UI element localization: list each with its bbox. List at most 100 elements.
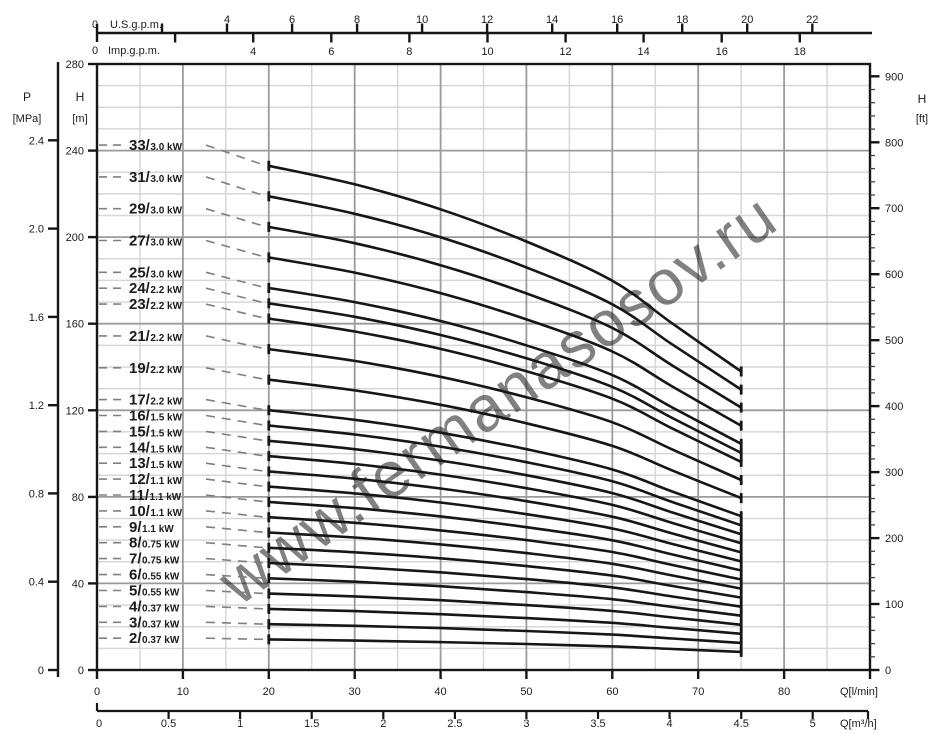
leader-right-3 <box>205 621 267 625</box>
tick-label: 900 <box>885 71 903 83</box>
axis-flow-m3h: 0 0.5 1 1.5 2 2.5 3 3.5 4 4.5 5 Q[m³/h] <box>95 703 877 730</box>
tick-label: 16 <box>716 46 728 58</box>
leader-right-16 <box>205 414 267 427</box>
tick-label: 0 <box>885 665 891 677</box>
curve-7-0-75-kW <box>268 561 742 608</box>
imp-zero-label: 0 <box>92 45 98 57</box>
tick-label: 280 <box>66 59 84 71</box>
axis-unit-pressure: [MPa] <box>13 113 42 125</box>
tick-label: 2.5 <box>447 718 462 730</box>
curve-14-1-5-kW <box>268 454 742 545</box>
leader-right-15 <box>205 430 267 442</box>
tick-label: 14 <box>638 46 650 58</box>
leader-right-31 <box>205 176 267 198</box>
curve-label-13: 13/1.5 kW <box>129 455 183 472</box>
leader-right-25 <box>205 271 267 289</box>
tick-label: 20 <box>263 686 275 698</box>
tick-label: 200 <box>66 232 84 244</box>
curve-leaders <box>99 144 267 641</box>
curve-label-6: 6/0.55 kW <box>129 567 180 584</box>
watermark-text: www.fermanasosov.ru <box>205 179 790 619</box>
tick-label: 120 <box>66 405 84 417</box>
curve-label-23: 23/2.2 kW <box>129 296 183 313</box>
tick-label: 4 <box>224 14 230 26</box>
tick-label: 10 <box>177 686 189 698</box>
tick-label: 18 <box>794 46 806 58</box>
curve-17-2-2-kW <box>268 408 742 518</box>
curve-label-29: 29/3.0 kW <box>129 201 183 218</box>
leader-right-8 <box>205 541 267 549</box>
tick-label: 2.4 <box>29 135 44 147</box>
curve-31-3-0-kW <box>268 195 742 391</box>
tick-label: 1.5 <box>304 718 319 730</box>
axis-unit-head-m: [m] <box>72 113 87 125</box>
tick-label: 100 <box>885 599 903 611</box>
tick-label: 240 <box>66 146 84 158</box>
tick-label: 6 <box>289 14 295 26</box>
tick-label: 22 <box>806 14 818 26</box>
leader-right-17 <box>205 398 267 411</box>
tick-label: 8 <box>354 14 360 26</box>
tick-label: 4.5 <box>734 718 749 730</box>
curve-label-9: 9/1.1 kW <box>129 519 174 536</box>
tick-label: 3 <box>523 718 529 730</box>
axis-head-ft: 0 100 200 300 400 500 600 700 800 900 H [ft] <box>870 71 928 677</box>
leader-right-24 <box>205 287 267 305</box>
axis-title-head-m: H <box>76 90 85 104</box>
axis-title-us-gpm: U.S.g.p.m. <box>110 19 162 31</box>
tick-label: 18 <box>676 14 688 26</box>
tick-label: 4 <box>667 718 673 730</box>
curve-23-2-2-kW <box>268 317 742 464</box>
leader-right-12 <box>205 478 267 488</box>
tick-label: 0.8 <box>29 488 44 500</box>
curve-label-19: 19/2.2 kW <box>129 360 183 377</box>
tick-label: 5 <box>810 718 816 730</box>
tick-label: 200 <box>885 533 903 545</box>
tick-label: 2 <box>380 718 386 730</box>
curve-24-2-2-kW <box>268 302 742 455</box>
curve-13-1-5-kW <box>268 470 742 554</box>
tick-label: 70 <box>692 686 704 698</box>
curve-label-16: 16/1.5 kW <box>129 408 183 425</box>
curve-16-1-5-kW <box>268 424 742 527</box>
us-zero-label: 0 <box>92 19 98 31</box>
curve-12-1-1-kW <box>268 485 742 563</box>
leader-right-13 <box>205 462 267 473</box>
leader-right-23 <box>205 303 267 320</box>
curve-label-21: 21/2.2 kW <box>129 328 183 345</box>
curve-label-33: 33/3.0 kW <box>129 137 183 154</box>
tick-label: 0 <box>38 665 44 677</box>
axis-title-flow-m3h: Q[m³/h] <box>840 718 877 730</box>
curve-label-8: 8/0.75 kW <box>129 535 180 552</box>
curve-label-27: 27/3.0 kW <box>129 233 183 250</box>
pump-curves <box>267 160 743 657</box>
curve-label-11: 11/1.1 kW <box>129 487 182 504</box>
curve-label-15: 15/1.5 kW <box>129 423 183 440</box>
curve-label-12: 12/1.1 kW <box>129 471 183 488</box>
tick-label: 10 <box>481 46 493 58</box>
curve-33-3-0-kW <box>268 164 742 373</box>
tick-label: 0 <box>96 718 102 730</box>
axis-pressure: 0 0.4 0.8 1.2 1.6 2.0 2.4 P [MPa] <box>13 62 60 677</box>
tick-label: 14 <box>546 14 558 26</box>
leader-right-2 <box>205 637 267 641</box>
axis-top-gpm: 4 6 8 10 12 14 16 18 20 22 0 U.S.g.p.m. 4 6 8 10 12 14 16 1… <box>92 14 872 58</box>
tick-label: 0.4 <box>29 577 44 589</box>
tick-label: 12 <box>559 46 571 58</box>
tick-label: 160 <box>66 319 84 331</box>
curve-10-1-1-kW <box>268 515 742 581</box>
leader-right-21 <box>205 335 267 350</box>
tick-label: 0 <box>94 686 100 698</box>
leader-right-19 <box>205 367 267 381</box>
axis-head-m: 0 40 80 120 160 200 240 280 H [m] <box>66 59 97 677</box>
curve-label-4: 4/0.37 kW <box>129 598 180 615</box>
leader-right-6 <box>205 573 267 580</box>
curve-label-3: 3/0.37 kW <box>129 614 180 631</box>
tick-label: 0 <box>78 665 84 677</box>
curve-8-0-75-kW <box>268 546 742 599</box>
curve-labels: 33/3.0 kW 31/3.0 kW 29/3.0 kW 27/3.0 kW 25/3… <box>129 137 183 647</box>
curve-27-3-0-kW <box>268 256 742 427</box>
axis-title-imp-gpm: Imp.g.p.m. <box>108 45 160 57</box>
